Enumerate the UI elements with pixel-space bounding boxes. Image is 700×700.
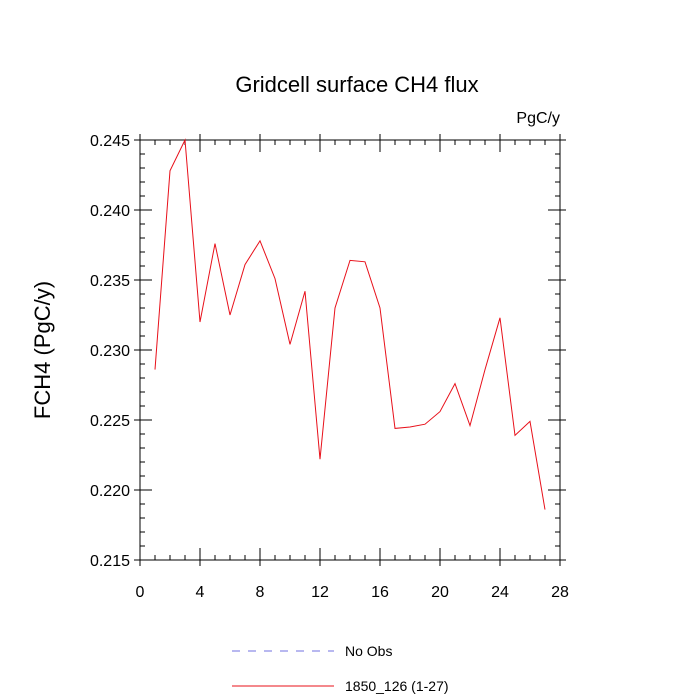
y-axis-label: FCH4 (PgC/y)	[30, 281, 55, 419]
y-tick-label: 0.245	[90, 133, 130, 150]
x-tick-label: 8	[256, 584, 265, 601]
x-tick-label: 20	[431, 584, 449, 601]
y-tick-label: 0.220	[90, 483, 130, 500]
y-tick-label: 0.215	[90, 553, 130, 570]
axis-ticks	[134, 134, 566, 566]
x-tick-label: 0	[136, 584, 145, 601]
x-tick-label: 4	[196, 584, 205, 601]
legend: No Obs 1850_126 (1-27)	[232, 643, 449, 694]
chart-title: Gridcell surface CH4 flux	[235, 72, 478, 97]
y-tick-label: 0.240	[90, 203, 130, 220]
y-tick-label: 0.225	[90, 413, 130, 430]
x-tick-label: 16	[371, 584, 389, 601]
axis-tick-labels: 0 4 8 12 16 20 24 28 0.215 0.220 0.225 0.230 0.235 0.…	[90, 133, 569, 601]
x-tick-label: 24	[491, 584, 509, 601]
legend-label: 1850_126 (1-27)	[345, 678, 449, 694]
series-line	[154, 138, 546, 510]
legend-label: No Obs	[345, 643, 392, 659]
plot-frame	[139, 139, 561, 561]
x-tick-label: 28	[551, 584, 569, 601]
series-layer	[154, 138, 546, 510]
y-tick-label: 0.230	[90, 343, 130, 360]
units-label: PgC/y	[516, 110, 560, 127]
y-tick-label: 0.235	[90, 273, 130, 290]
x-tick-label: 12	[311, 584, 329, 601]
